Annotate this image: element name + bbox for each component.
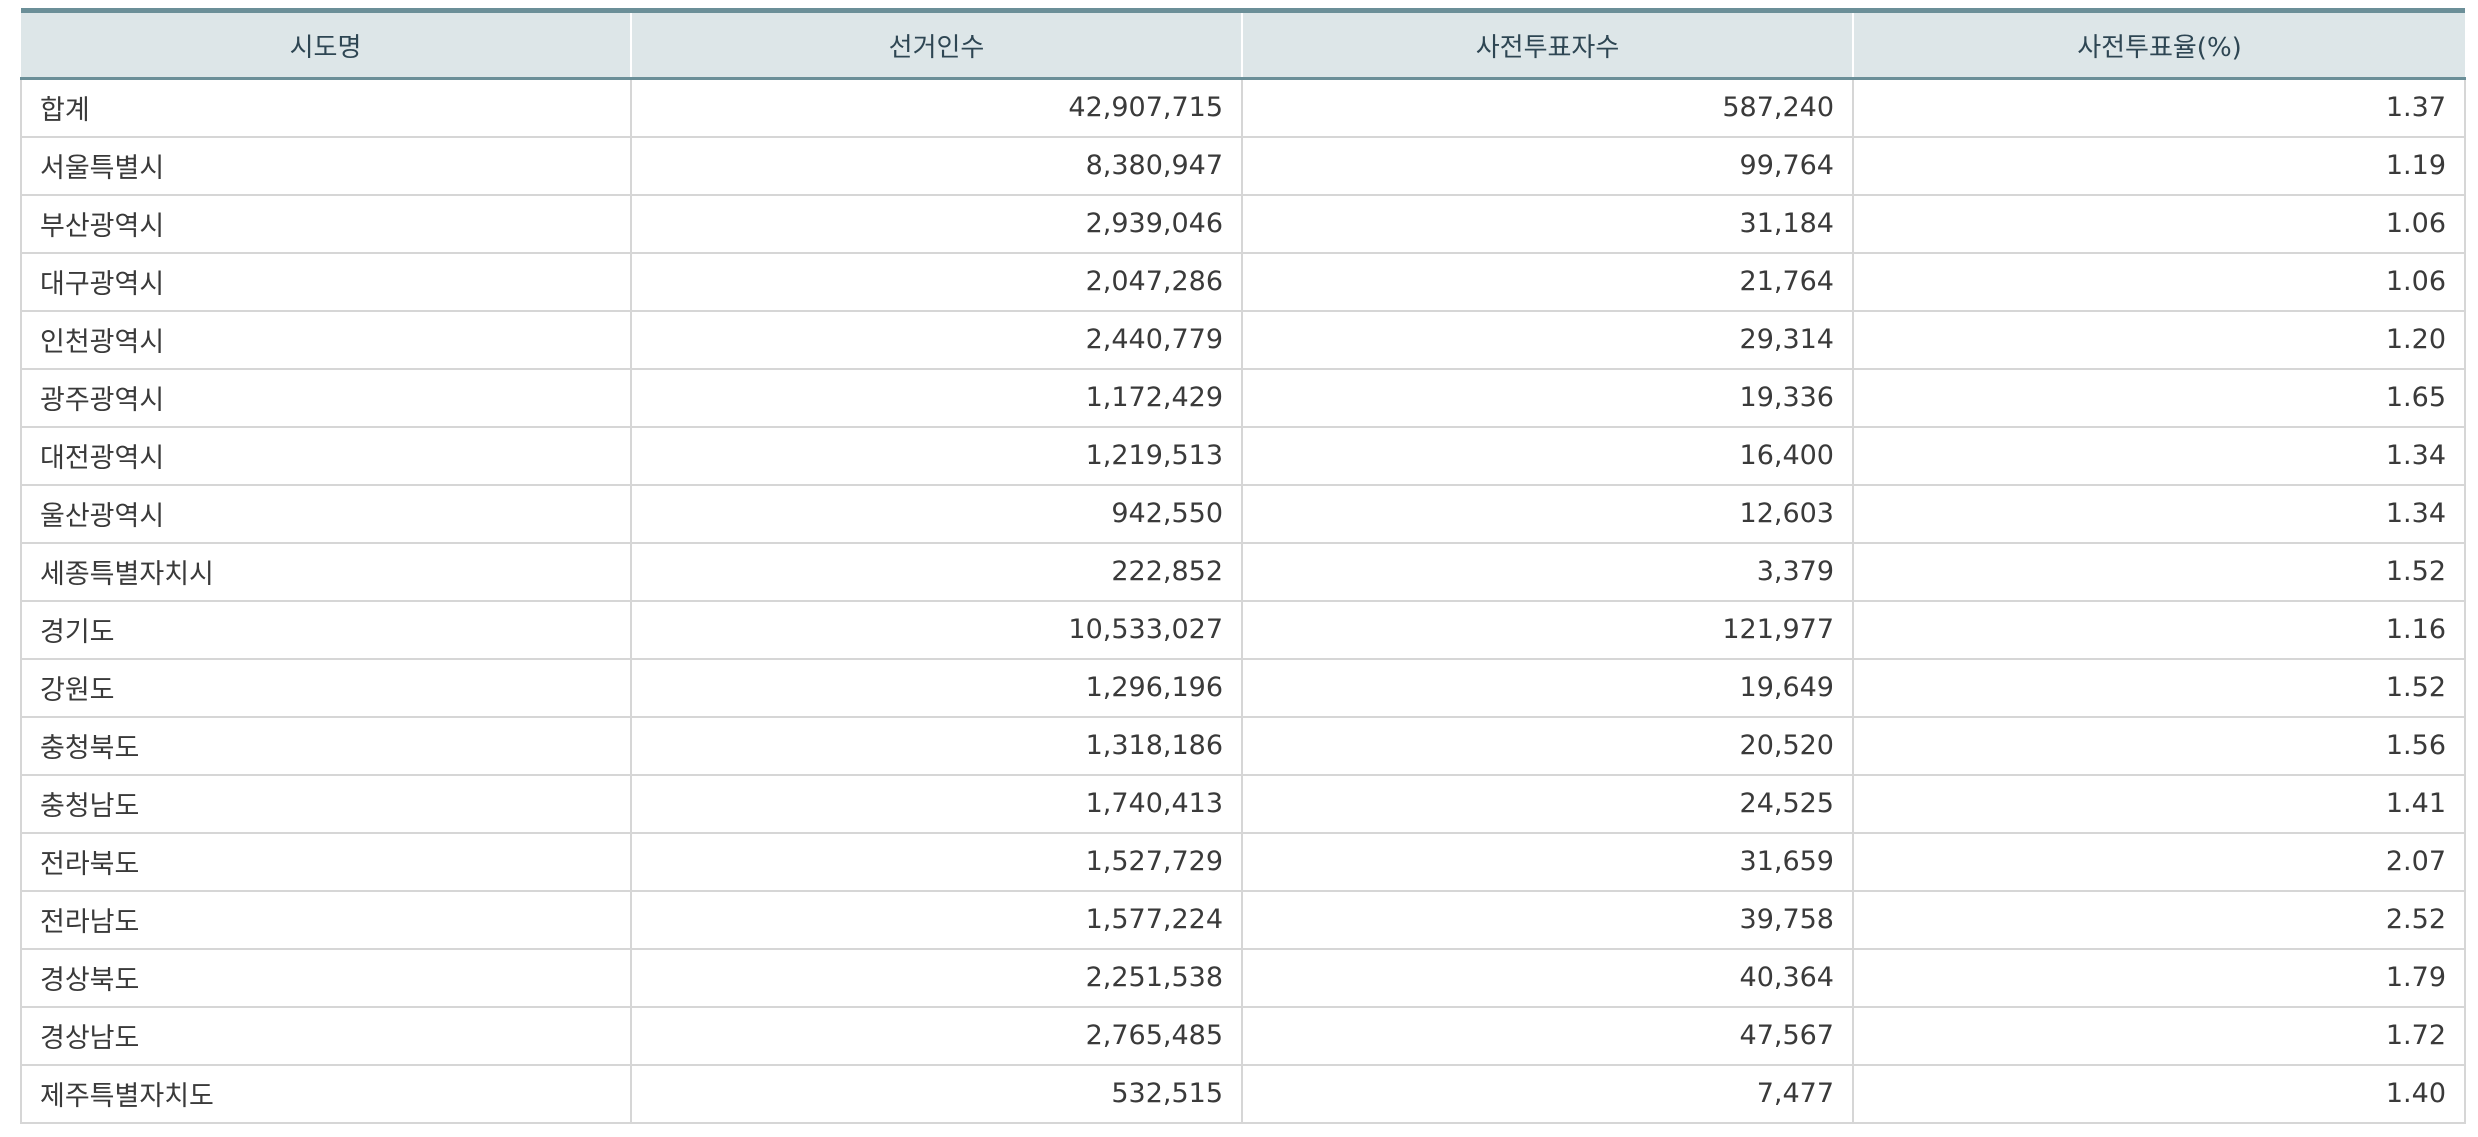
cell-early-voters: 31,184 <box>1241 194 1854 253</box>
cell-early-turnout: 1.16 <box>1852 600 2466 659</box>
header-row: 시도명 선거인수 사전투표자수 사전투표율(%) <box>21 10 2465 79</box>
header-electorate: 선거인수 <box>630 10 1243 79</box>
table-header: 시도명 선거인수 사전투표자수 사전투표율(%) <box>21 10 2465 79</box>
cell-region: 울산광역시 <box>20 484 632 543</box>
cell-region: 부산광역시 <box>20 194 632 253</box>
table-row: 서울특별시 8,380,947 99,764 1.19 <box>20 136 2466 195</box>
cell-electorate: 2,251,538 <box>630 948 1243 1007</box>
header-early-voters: 사전투표자수 <box>1241 10 1854 79</box>
table-row: 전라북도 1,527,729 31,659 2.07 <box>20 832 2466 891</box>
cell-electorate: 2,047,286 <box>630 252 1243 311</box>
cell-electorate: 2,440,779 <box>630 310 1243 369</box>
table-row: 경상남도 2,765,485 47,567 1.72 <box>20 1006 2466 1065</box>
table-row: 합계 42,907,715 587,240 1.37 <box>20 78 2466 137</box>
cell-electorate: 2,765,485 <box>630 1006 1243 1065</box>
cell-early-turnout: 1.06 <box>1852 194 2466 253</box>
cell-region: 인천광역시 <box>20 310 632 369</box>
cell-early-turnout: 2.07 <box>1852 832 2466 891</box>
cell-region: 전라남도 <box>20 890 632 949</box>
cell-electorate: 2,939,046 <box>630 194 1243 253</box>
cell-region: 제주특별자치도 <box>20 1064 632 1123</box>
table-row: 제주특별자치도 532,515 7,477 1.40 <box>20 1064 2466 1123</box>
cell-early-voters: 12,603 <box>1241 484 1854 543</box>
cell-electorate: 1,318,186 <box>630 716 1243 775</box>
cell-electorate: 42,907,715 <box>630 78 1243 137</box>
table-row: 강원도 1,296,196 19,649 1.52 <box>20 658 2466 717</box>
cell-early-turnout: 1.37 <box>1852 78 2466 137</box>
cell-early-turnout: 1.56 <box>1852 716 2466 775</box>
cell-region: 충청북도 <box>20 716 632 775</box>
early-voting-table-container: 시도명 선거인수 사전투표자수 사전투표율(%) 합계 42,907,715 587… <box>20 8 2466 1124</box>
cell-early-turnout: 1.72 <box>1852 1006 2466 1065</box>
cell-early-voters: 47,567 <box>1241 1006 1854 1065</box>
cell-early-turnout: 1.19 <box>1852 136 2466 195</box>
cell-early-voters: 39,758 <box>1241 890 1854 949</box>
cell-early-turnout: 1.40 <box>1852 1064 2466 1123</box>
header-region: 시도명 <box>21 10 632 79</box>
cell-electorate: 532,515 <box>630 1064 1243 1123</box>
cell-early-voters: 40,364 <box>1241 948 1854 1007</box>
cell-region: 서울특별시 <box>20 136 632 195</box>
cell-early-voters: 7,477 <box>1241 1064 1854 1123</box>
cell-early-turnout: 1.34 <box>1852 484 2466 543</box>
cell-early-voters: 29,314 <box>1241 310 1854 369</box>
cell-early-voters: 24,525 <box>1241 774 1854 833</box>
table-row: 충청북도 1,318,186 20,520 1.56 <box>20 716 2466 775</box>
cell-early-turnout: 1.20 <box>1852 310 2466 369</box>
cell-early-turnout: 1.34 <box>1852 426 2466 485</box>
table-row: 충청남도 1,740,413 24,525 1.41 <box>20 774 2466 833</box>
table-row: 인천광역시 2,440,779 29,314 1.20 <box>20 310 2466 369</box>
cell-electorate: 10,533,027 <box>630 600 1243 659</box>
early-voting-table: 시도명 선거인수 사전투표자수 사전투표율(%) 합계 42,907,715 587… <box>20 8 2466 1124</box>
table-row: 경상북도 2,251,538 40,364 1.79 <box>20 948 2466 1007</box>
cell-electorate: 222,852 <box>630 542 1243 601</box>
table-body: 합계 42,907,715 587,240 1.37 서울특별시 8,380,947 99,… <box>20 78 2466 1123</box>
cell-early-turnout: 1.65 <box>1852 368 2466 427</box>
table-row: 울산광역시 942,550 12,603 1.34 <box>20 484 2466 543</box>
cell-region: 경상북도 <box>20 948 632 1007</box>
cell-electorate: 1,577,224 <box>630 890 1243 949</box>
cell-region: 강원도 <box>20 658 632 717</box>
cell-region: 합계 <box>20 78 632 137</box>
table-row: 부산광역시 2,939,046 31,184 1.06 <box>20 194 2466 253</box>
cell-electorate: 1,172,429 <box>630 368 1243 427</box>
table-row: 광주광역시 1,172,429 19,336 1.65 <box>20 368 2466 427</box>
cell-region: 대전광역시 <box>20 426 632 485</box>
table-row: 경기도 10,533,027 121,977 1.16 <box>20 600 2466 659</box>
cell-region: 전라북도 <box>20 832 632 891</box>
header-early-turnout: 사전투표율(%) <box>1852 10 2465 79</box>
cell-early-turnout: 1.52 <box>1852 658 2466 717</box>
cell-early-turnout: 1.52 <box>1852 542 2466 601</box>
cell-early-voters: 3,379 <box>1241 542 1854 601</box>
cell-early-voters: 587,240 <box>1241 78 1854 137</box>
cell-early-turnout: 1.06 <box>1852 252 2466 311</box>
cell-early-voters: 19,336 <box>1241 368 1854 427</box>
cell-early-turnout: 2.52 <box>1852 890 2466 949</box>
cell-region: 세종특별자치시 <box>20 542 632 601</box>
cell-electorate: 942,550 <box>630 484 1243 543</box>
cell-early-voters: 121,977 <box>1241 600 1854 659</box>
cell-electorate: 1,527,729 <box>630 832 1243 891</box>
table-row: 전라남도 1,577,224 39,758 2.52 <box>20 890 2466 949</box>
cell-electorate: 1,296,196 <box>630 658 1243 717</box>
cell-region: 광주광역시 <box>20 368 632 427</box>
table-row: 대전광역시 1,219,513 16,400 1.34 <box>20 426 2466 485</box>
cell-region: 대구광역시 <box>20 252 632 311</box>
cell-early-voters: 99,764 <box>1241 136 1854 195</box>
cell-electorate: 1,740,413 <box>630 774 1243 833</box>
cell-early-turnout: 1.41 <box>1852 774 2466 833</box>
cell-region: 경상남도 <box>20 1006 632 1065</box>
cell-region: 충청남도 <box>20 774 632 833</box>
cell-early-voters: 31,659 <box>1241 832 1854 891</box>
cell-early-voters: 19,649 <box>1241 658 1854 717</box>
cell-early-voters: 16,400 <box>1241 426 1854 485</box>
cell-early-turnout: 1.79 <box>1852 948 2466 1007</box>
table-row: 대구광역시 2,047,286 21,764 1.06 <box>20 252 2466 311</box>
cell-electorate: 1,219,513 <box>630 426 1243 485</box>
table-row: 세종특별자치시 222,852 3,379 1.52 <box>20 542 2466 601</box>
cell-early-voters: 20,520 <box>1241 716 1854 775</box>
cell-electorate: 8,380,947 <box>630 136 1243 195</box>
cell-region: 경기도 <box>20 600 632 659</box>
cell-early-voters: 21,764 <box>1241 252 1854 311</box>
